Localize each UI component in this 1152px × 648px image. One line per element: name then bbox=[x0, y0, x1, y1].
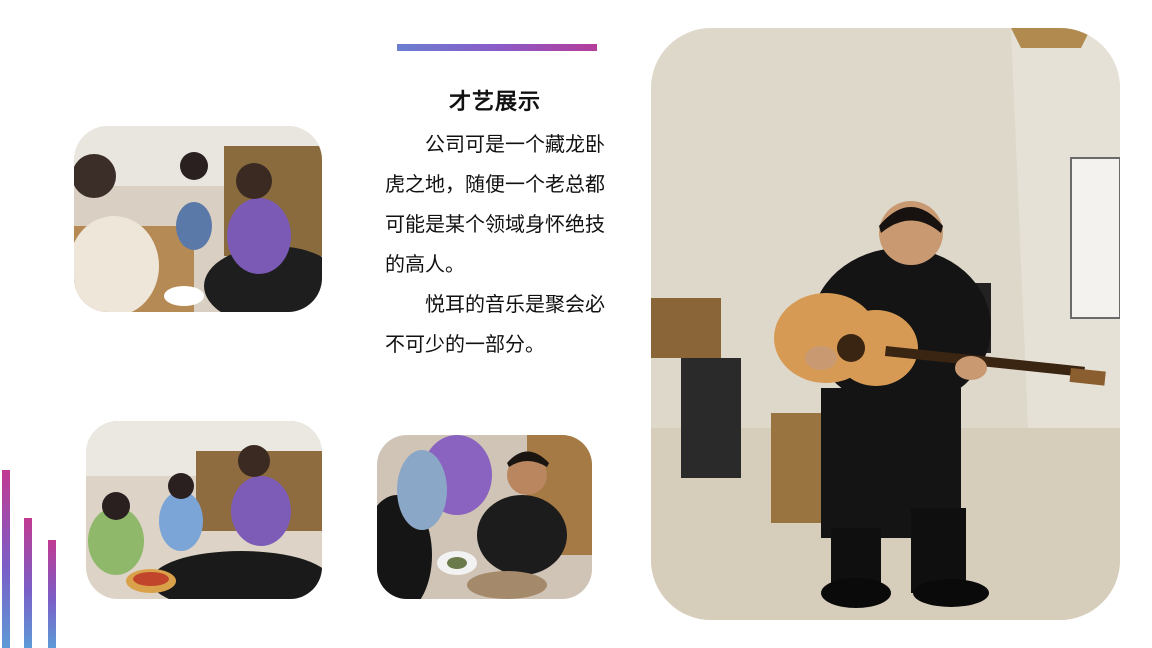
section-title: 才艺展示 bbox=[448, 90, 541, 115]
decor-bar-3 bbox=[48, 540, 56, 648]
top-accent-bar bbox=[397, 44, 597, 51]
group-sitting-photo bbox=[86, 421, 322, 599]
guitar-player-photo bbox=[651, 28, 1120, 620]
paragraph-2: 悦耳的音乐是聚会必不可少的一部分。 bbox=[385, 292, 605, 356]
decor-bar-2 bbox=[24, 518, 32, 648]
decor-bar-1 bbox=[2, 470, 10, 648]
man-eating-photo bbox=[377, 435, 592, 599]
group-eating-photo bbox=[74, 126, 322, 312]
section-body: 公司可是一个藏龙卧虎之地，随便一个老总都可能是某个领域身怀绝技的高人。 悦耳的音… bbox=[385, 124, 607, 364]
paragraph-1: 公司可是一个藏龙卧虎之地，随便一个老总都可能是某个领域身怀绝技的高人。 bbox=[385, 132, 605, 276]
